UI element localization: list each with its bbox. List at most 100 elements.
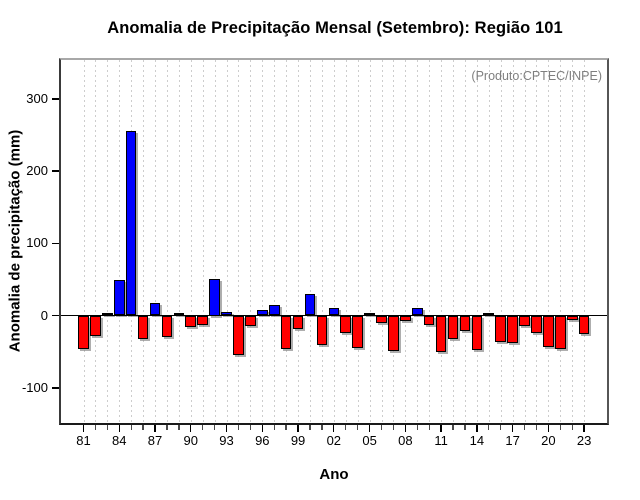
bar-2023 — [578, 315, 590, 335]
bar-2020 — [543, 315, 554, 347]
gridline-2016 — [500, 60, 502, 423]
bar-1999 — [292, 315, 304, 329]
gridline-1997 — [274, 60, 276, 423]
gridline-2010 — [429, 60, 431, 423]
gridline-1995 — [250, 60, 252, 423]
y-tick-0 — [52, 314, 59, 317]
y-tick-label-200: 200 — [26, 163, 48, 178]
gridline-1994 — [238, 60, 240, 423]
gridline-1986 — [143, 60, 145, 423]
gridline-2003 — [345, 60, 347, 423]
gridline-2013 — [464, 60, 466, 423]
x-tick-2018 — [523, 425, 526, 430]
x-tick-label-2023: 23 — [576, 433, 592, 448]
bar-1986 — [137, 315, 149, 340]
x-tick-label-2002: 02 — [326, 433, 342, 448]
gridline-1983 — [107, 60, 109, 423]
gridline-2000 — [309, 60, 311, 423]
x-tick-1994 — [237, 425, 240, 430]
x-tick-2011 — [440, 425, 442, 432]
x-tick-2013 — [464, 425, 466, 430]
gridline-1992 — [214, 60, 216, 423]
x-tick-label-1999: 99 — [290, 433, 306, 448]
bar-2013 — [459, 315, 471, 331]
bar-2019 — [531, 315, 542, 333]
x-tick-label-2005: 05 — [362, 433, 377, 448]
x-tick-2004 — [357, 425, 359, 430]
x-tick-1998 — [285, 425, 287, 430]
bar-1988 — [161, 315, 173, 338]
bar-2021 — [555, 315, 566, 349]
x-tick-2023 — [583, 425, 585, 432]
x-tick-2020 — [547, 425, 550, 432]
x-axis-label: Ano — [319, 466, 349, 483]
x-tick-label-2014: 14 — [469, 433, 485, 448]
x-tick-2017 — [511, 425, 514, 432]
bar-1981 — [78, 315, 89, 350]
bar-2016 — [495, 315, 506, 342]
x-tick-2000 — [309, 425, 311, 430]
x-tick-1995 — [249, 425, 252, 430]
gridline-2020 — [548, 60, 550, 423]
x-tick-1982 — [94, 425, 97, 430]
x-tick-label-1984: 84 — [112, 433, 127, 448]
gridline-1989 — [178, 60, 180, 423]
x-tick-1987 — [154, 425, 156, 432]
x-tick-2002 — [333, 425, 335, 432]
x-tick-2010 — [428, 425, 430, 430]
x-tick-label-2011: 11 — [434, 433, 448, 448]
x-tick-2009 — [416, 425, 418, 430]
bar-2011 — [435, 315, 447, 352]
x-tick-2006 — [380, 425, 383, 430]
gridline-2022 — [572, 60, 574, 423]
y-tick-300 — [52, 98, 59, 100]
x-tick-2005 — [368, 425, 371, 432]
gridline-1996 — [262, 60, 264, 423]
x-tick-1985 — [130, 425, 132, 430]
bar-2018 — [519, 315, 530, 326]
y-tick-200 — [52, 170, 59, 172]
x-tick-2007 — [392, 425, 395, 430]
gridline-2019 — [536, 60, 538, 423]
x-tick-2015 — [488, 425, 490, 430]
x-tick-2001 — [321, 425, 323, 430]
gridline-2001 — [321, 60, 323, 423]
y-tick-100 — [52, 242, 59, 244]
x-tick-2019 — [535, 425, 538, 430]
x-tick-2021 — [559, 425, 561, 430]
x-tick-label-2017: 17 — [505, 433, 520, 448]
gridline-2011 — [441, 60, 443, 423]
gridline-2017 — [512, 60, 514, 423]
x-tick-label-1990: 90 — [183, 433, 198, 448]
y-tick-label-0: 0 — [40, 307, 48, 323]
gridline-2021 — [560, 60, 562, 423]
gridline-1993 — [226, 60, 228, 423]
gridline-2002 — [333, 60, 335, 423]
x-tick-2012 — [452, 425, 454, 430]
x-tick-1984 — [118, 425, 120, 432]
x-tick-1988 — [166, 425, 168, 430]
gridline-1998 — [286, 60, 288, 423]
x-tick-1986 — [142, 425, 144, 430]
bar-2003 — [340, 315, 352, 333]
gridline-1987 — [155, 60, 157, 423]
x-tick-1991 — [202, 425, 204, 430]
gridline-2005 — [369, 60, 371, 423]
x-tick-label-1996: 96 — [255, 433, 270, 448]
bar-1994 — [233, 315, 244, 355]
x-tick-label-1981: 81 — [76, 433, 91, 448]
x-tick-2022 — [571, 425, 573, 430]
bar-1984 — [113, 280, 125, 316]
bar-2010 — [423, 315, 435, 325]
bar-2014 — [471, 315, 483, 351]
gridline-1984 — [119, 60, 121, 423]
gridline-2007 — [393, 60, 395, 423]
x-tick-label-1987: 87 — [147, 433, 163, 448]
x-tick-2008 — [404, 425, 406, 432]
x-tick-1983 — [106, 425, 108, 430]
gridline-2004 — [357, 60, 359, 423]
x-tick-1999 — [297, 425, 299, 432]
bar-1998 — [280, 315, 292, 349]
chart-title: Anomalia de Precipitação Mensal (Setembr… — [107, 19, 563, 37]
gridline-2008 — [405, 60, 407, 423]
